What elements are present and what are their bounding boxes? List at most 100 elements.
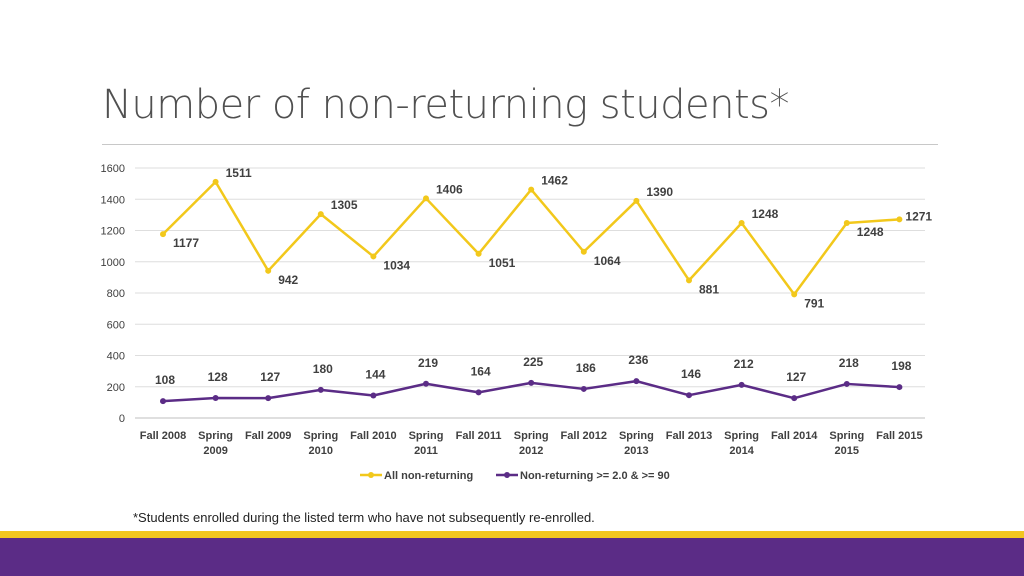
data-label: 180 [313,362,333,376]
data-point [633,197,640,204]
data-point [475,389,482,396]
x-tick-label: Fall 2013 [666,430,712,442]
y-tick-label: 400 [107,351,125,363]
x-axis-ticks: Fall 2008 Spring 2009 Fall 2009 Spring 2010 Fa… [140,430,923,457]
data-label: 1051 [489,256,516,270]
data-label: 127 [260,370,280,384]
data-point [580,248,587,255]
data-point [580,385,587,392]
data-point [160,231,166,238]
data-point [212,178,219,185]
data-point [423,195,429,202]
x-tick-label: Spring 2015 [829,430,864,457]
data-label: 127 [786,370,806,384]
x-tick-label: Fall 2015 [876,430,922,442]
x-tick-label: Spring 2013 [619,430,654,457]
data-label: 1406 [436,182,463,196]
x-tick-label: Fall 2010 [350,430,396,442]
data-point [317,211,324,218]
data-label: 1034 [383,258,410,272]
data-point [212,395,219,401]
data-label: 791 [804,296,824,310]
data-label: 219 [418,356,438,370]
data-point [317,386,324,393]
data-point [738,220,745,226]
y-tick-label: 1200 [101,226,125,238]
y-tick-label: 600 [107,319,125,331]
data-label: 144 [365,368,385,382]
footnote: *Students enrolled during the listed ter… [133,510,595,525]
data-point [896,384,903,391]
gridlines [135,167,925,419]
legend-swatch-marker [504,472,510,478]
data-label: 1271 [905,209,932,223]
data-label: 1248 [857,225,884,239]
data-point [633,378,640,385]
data-label: 198 [891,359,911,373]
y-tick-label: 800 [107,288,125,300]
series-lines [160,178,903,405]
data-label: 1248 [752,207,779,221]
data-point [370,392,377,399]
y-tick-label: 0 [119,413,125,425]
data-point [791,395,798,402]
data-label: 942 [278,273,298,287]
x-tick-label: Spring 2010 [303,430,338,457]
data-point [528,186,535,193]
data-label: 1390 [646,185,673,199]
data-label: 1177 [173,236,199,250]
data-label: 164 [471,364,491,378]
data-point [686,392,692,399]
data-label: 1064 [594,254,621,268]
x-tick-label: Fall 2008 [140,430,186,442]
data-point [896,216,903,223]
y-tick-label: 1400 [101,194,125,206]
legend: All non-returning Non-returning >= 2.0 & … [360,470,670,482]
y-tick-label: 1600 [101,163,125,175]
x-tick-label: Spring 2014 [724,430,759,457]
data-label: 128 [208,370,228,384]
data-label: 236 [628,353,648,367]
data-point [265,267,272,274]
data-point [686,277,692,284]
data-point [738,381,745,388]
x-tick-label: Fall 2012 [561,430,607,442]
purple-footer-band [0,538,1024,576]
data-label: 146 [681,367,701,381]
gold-accent-band [0,531,1024,538]
data-label: 108 [155,373,175,387]
data-point [475,250,482,257]
slide-title: Number of non-returning students* [102,82,790,128]
data-label: 212 [734,357,754,371]
data-point [791,291,798,298]
x-tick-label: Fall 2014 [771,430,818,442]
data-point [265,395,272,402]
y-axis-ticks: 0 200 400 600 800 1000 1200 1400 1600 [101,163,125,425]
title-divider [102,144,938,145]
data-label: 1462 [541,174,568,188]
data-labels: 1177 1511 942 1305 1034 1406 1051 1462 1064 1390 8… [155,166,932,387]
data-point [528,379,535,386]
data-label: 218 [839,356,859,370]
y-tick-label: 200 [107,382,125,394]
line-chart: 0 200 400 600 800 1000 1200 1400 1600 Fall 2008 S… [101,163,933,482]
data-point [370,253,377,260]
x-tick-label: Fall 2009 [245,430,291,442]
data-label: 1511 [226,166,252,180]
data-label: 881 [699,282,719,296]
x-tick-label: Fall 2011 [456,430,502,442]
data-point [843,380,850,387]
x-tick-label: Spring 2009 [198,430,233,457]
data-label: 225 [523,355,543,369]
data-label: 186 [576,361,596,375]
data-label: 1305 [331,198,358,212]
legend-swatch-marker [368,472,374,478]
data-point [843,220,850,226]
x-tick-label: Spring 2012 [514,430,549,457]
data-point [160,398,166,405]
y-tick-label: 1000 [101,257,125,269]
legend-label: Non-returning >= 2.0 & >= 90 [520,470,670,482]
x-tick-label: Spring 2011 [409,430,444,457]
data-point [423,380,429,387]
legend-label: All non-returning [384,470,473,482]
